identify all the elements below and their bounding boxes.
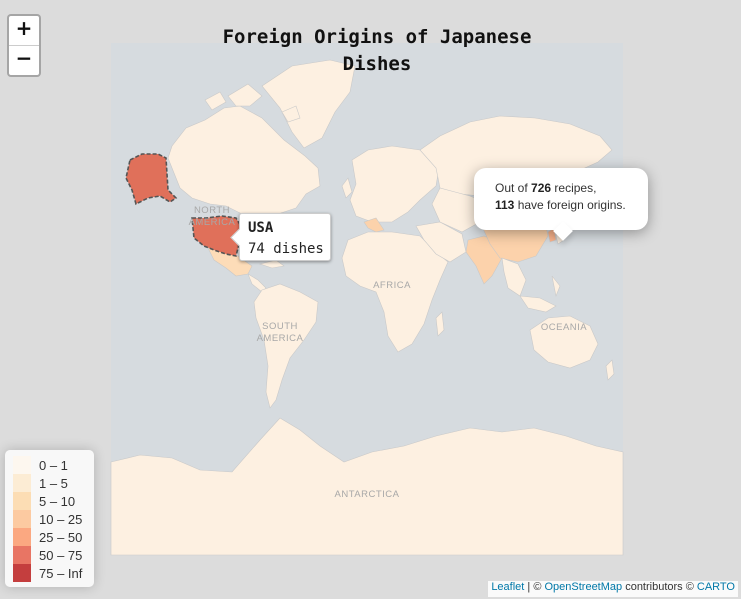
- legend-item: 10 – 25: [13, 510, 94, 528]
- legend-label: 25 – 50: [39, 529, 83, 545]
- carto-link[interactable]: CARTO: [696, 581, 735, 593]
- legend-label: 10 – 25: [39, 511, 83, 527]
- legend-swatch: [13, 492, 31, 510]
- attribution: Leaflet | © OpenStreetMap contributors ©…: [488, 581, 738, 597]
- legend-label: 50 – 75: [39, 547, 83, 563]
- continent-antarctica[interactable]: [110, 417, 624, 556]
- country-italy[interactable]: [363, 217, 385, 233]
- popup-line-2: 113 have foreign origins.: [495, 197, 648, 214]
- map-legend: 0 – 1 1 – 5 5 – 10 10 – 25 25 – 50 50 – 75 75 …: [5, 450, 94, 587]
- legend-item: 5 – 10: [13, 492, 94, 510]
- continent-australia[interactable]: [529, 315, 599, 369]
- country-new-zealand[interactable]: [605, 359, 615, 381]
- attribution-contrib: contributors ©: [622, 581, 697, 593]
- legend-label: 0 – 1: [39, 457, 68, 473]
- label-north-america-2: AMERICA: [189, 217, 236, 228]
- map-title: Foreign Origins of Japanese Dishes: [222, 26, 532, 75]
- southeast-asia[interactable]: [501, 257, 561, 313]
- attribution-sep: | ©: [524, 581, 545, 593]
- country-madagascar[interactable]: [435, 311, 445, 337]
- popup-text: have foreign origins.: [514, 198, 626, 212]
- country-usa[interactable]: [191, 215, 243, 257]
- country-hover-tooltip: USA 74 dishes: [230, 213, 331, 261]
- legend-item: 1 – 5: [13, 474, 94, 492]
- popup-text: recipes,: [551, 181, 597, 195]
- osm-link[interactable]: OpenStreetMap: [544, 581, 623, 593]
- legend-swatch: [13, 546, 31, 564]
- legend-swatch: [13, 528, 31, 546]
- leaflet-link[interactable]: Leaflet: [491, 581, 525, 593]
- legend-item: 75 – Inf: [13, 564, 94, 582]
- legend-swatch: [13, 456, 31, 474]
- arctic-islands: [204, 83, 301, 123]
- popup-line-1: Out of 726 recipes,: [495, 180, 648, 197]
- popup-text: Out of: [495, 181, 532, 195]
- label-oceania: OCEANIA: [541, 322, 587, 333]
- legend-swatch: [13, 564, 31, 582]
- middle-east[interactable]: [415, 221, 467, 263]
- legend-swatch: [13, 510, 31, 528]
- legend-label: 5 – 10: [39, 493, 76, 509]
- label-africa: AFRICA: [373, 280, 411, 291]
- country-canada[interactable]: [167, 105, 321, 215]
- zoom-in-button[interactable]: +: [15, 16, 33, 40]
- zoom-out-button[interactable]: −: [9, 45, 39, 75]
- country-uk[interactable]: [341, 177, 353, 199]
- country-greenland[interactable]: [261, 59, 356, 149]
- tooltip-country-name: USA: [248, 220, 274, 236]
- continent-europe[interactable]: [349, 145, 441, 223]
- legend-item: 50 – 75: [13, 546, 94, 564]
- popup-total-recipes: 726: [531, 181, 552, 195]
- legend-item: 25 – 50: [13, 528, 94, 546]
- summary-popup[interactable]: Out of 726 recipes, 113 have foreign ori…: [474, 168, 648, 241]
- continent-south-america[interactable]: [253, 283, 319, 409]
- legend-label: 75 – Inf: [39, 565, 83, 581]
- label-antarctica: ANTARCTICA: [335, 489, 400, 500]
- label-south-america-2: AMERICA: [257, 333, 304, 344]
- country-usa-alaska[interactable]: [125, 153, 178, 206]
- zoom-control: + −: [7, 14, 41, 77]
- legend-swatch: [13, 474, 31, 492]
- popup-foreign-count: 113: [495, 198, 515, 212]
- label-north-america-1: NORTH: [194, 205, 230, 216]
- tooltip-dish-count: 74 dishes: [248, 241, 324, 257]
- label-south-america-1: SOUTH: [262, 321, 298, 332]
- legend-item: 0 – 1: [13, 456, 94, 474]
- continent-africa[interactable]: [341, 231, 449, 353]
- legend-label: 1 – 5: [39, 475, 68, 491]
